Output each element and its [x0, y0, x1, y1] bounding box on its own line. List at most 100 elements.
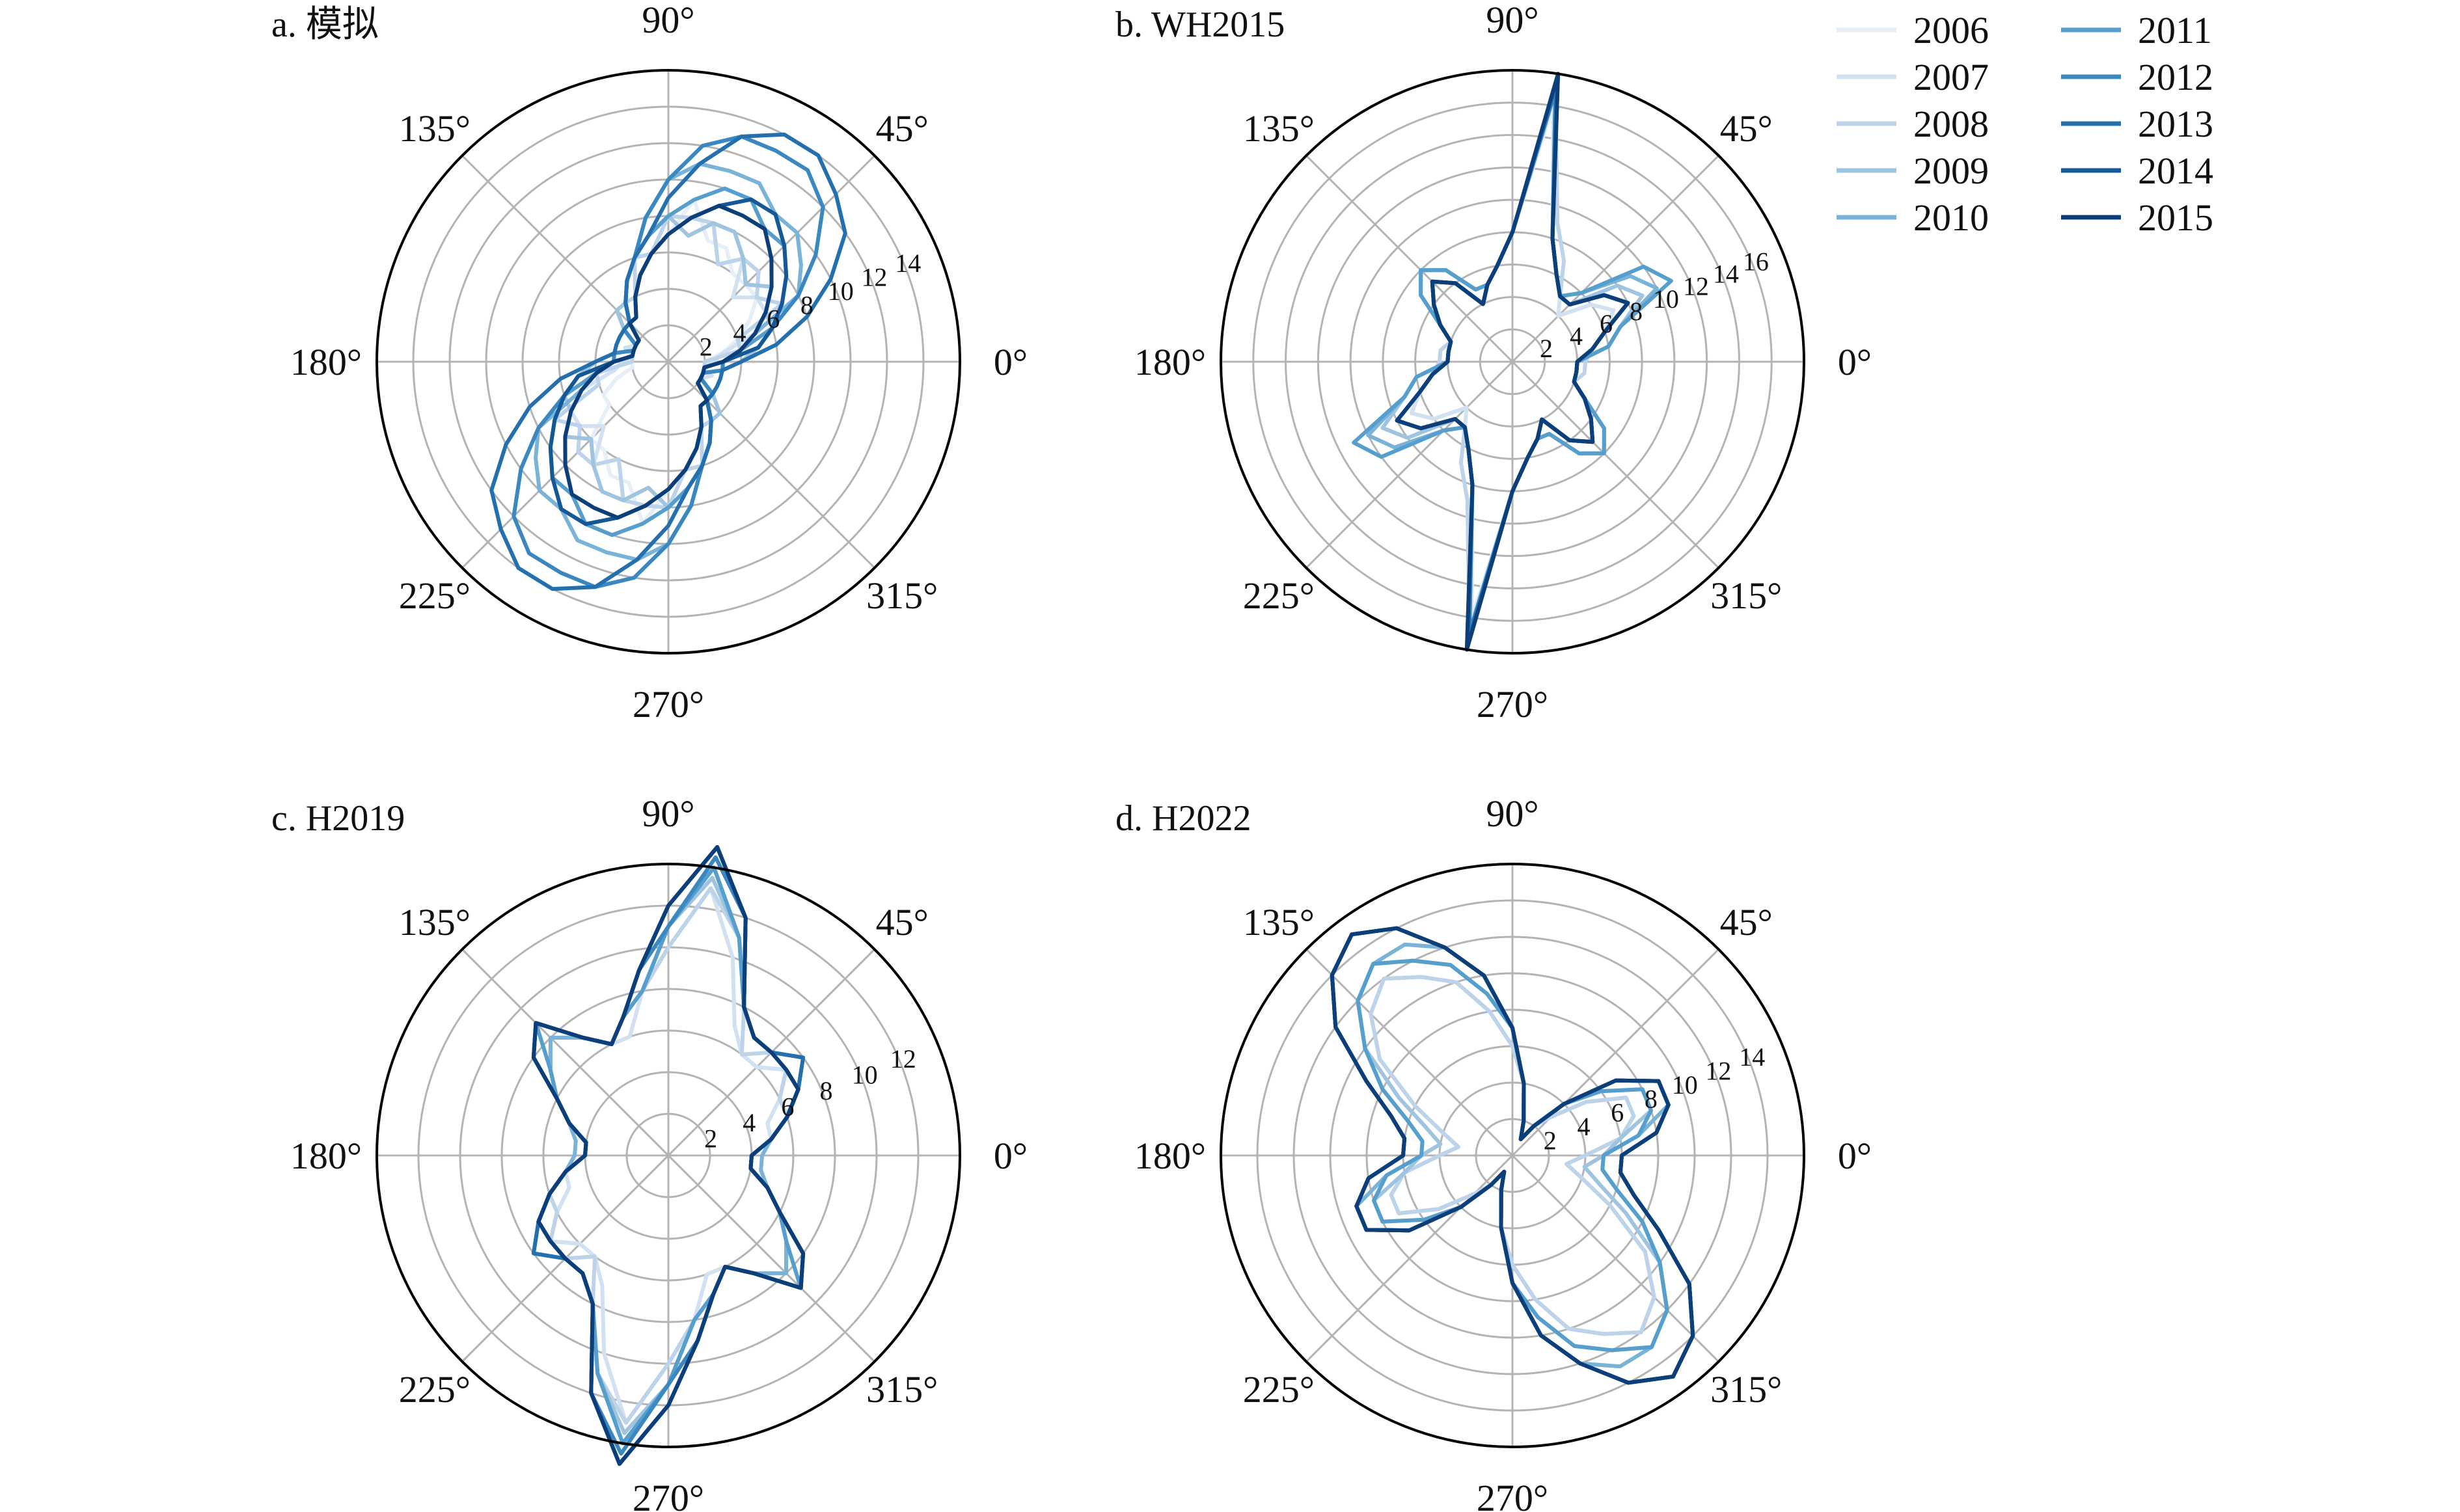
angle-tick-label: 270°: [1477, 683, 1548, 725]
legend-label: 2015: [2138, 196, 2213, 239]
angle-tick-label: 90°: [1486, 0, 1538, 41]
angle-tick-label: 225°: [1243, 1368, 1315, 1411]
angle-tick-label: 135°: [399, 107, 471, 150]
radial-tick-label: 12: [1683, 272, 1709, 301]
panel-a: 0° 45° 90° 135° 180° 225° 270° 315° 2 4 6 8 10 12 14 a.…: [271, 0, 1028, 725]
angular-gridline: [1511, 1154, 1719, 1362]
radial-tick-label: 4: [733, 318, 746, 347]
angular-gridline: [1511, 155, 1719, 363]
panel-d: 0° 45° 90° 135° 180° 225° 270° 315° 2 4 6 8 10 12 14 d.…: [1115, 792, 1872, 1512]
angle-tick-label: 45°: [876, 107, 929, 150]
panel-title: c. H2019: [271, 798, 405, 839]
legend-label: 2008: [1913, 103, 1989, 145]
radial-tick-label: 10: [852, 1060, 878, 1090]
series-2015: [1330, 926, 1695, 1385]
radial-tick-label: 2: [700, 332, 713, 362]
panel-title: b. WH2015: [1115, 5, 1285, 45]
legend-item: 2014: [2061, 150, 2213, 192]
angle-tick-label: 315°: [1710, 574, 1782, 617]
angle-tick-label: 180°: [290, 1135, 362, 1177]
angle-tick-label: 270°: [1477, 1477, 1548, 1512]
radial-tick-label: 6: [767, 304, 780, 334]
legend-label: 2013: [2138, 103, 2213, 145]
angular-gridline: [1305, 949, 1514, 1157]
radial-tick-label: 12: [1705, 1056, 1731, 1085]
angle-tick-label: 135°: [1243, 901, 1315, 943]
angular-gridline: [1305, 1154, 1514, 1362]
angle-tick-label: 90°: [642, 792, 694, 835]
radial-tick-label: 10: [1672, 1070, 1698, 1100]
angle-tick-label: 180°: [1134, 341, 1206, 383]
angle-tick-label: 0°: [994, 341, 1028, 383]
radial-tick-label: 12: [861, 262, 887, 291]
angle-tick-label: 315°: [866, 574, 938, 617]
radial-tick-label: 14: [895, 249, 921, 278]
radial-tick-label: 4: [743, 1108, 756, 1137]
legend-label: 2014: [2138, 150, 2213, 192]
series-2013: [489, 132, 847, 591]
radial-tick-label: 6: [1611, 1098, 1624, 1127]
angle-tick-label: 45°: [1720, 901, 1773, 943]
legend-label: 2006: [1913, 9, 1989, 51]
angle-tick-label: 90°: [1486, 792, 1538, 835]
panel-title: a. 模拟: [271, 5, 379, 45]
radial-tick-label: 10: [828, 277, 854, 306]
angle-tick-label: 135°: [399, 901, 471, 943]
legend-label: 2007: [1913, 56, 1989, 98]
radial-tick-label: 8: [1645, 1084, 1658, 1113]
legend-item: 2009: [1837, 150, 1989, 192]
angle-tick-label: 270°: [633, 1477, 704, 1512]
angular-gridline: [1305, 155, 1514, 363]
polar-frame: [1220, 69, 1805, 655]
angle-tick-label: 45°: [876, 901, 929, 943]
panel-title: d. H2022: [1115, 798, 1251, 839]
legend-item: 2010: [1837, 196, 1989, 239]
radial-tick-label: 2: [1540, 334, 1553, 363]
angle-tick-label: 315°: [866, 1368, 938, 1411]
legend-label: 2009: [1913, 150, 1989, 192]
angle-tick-label: 225°: [399, 1368, 471, 1411]
legend-item: 2015: [2061, 196, 2213, 239]
legend-label: 2011: [2138, 9, 2212, 51]
radial-tick-label: 12: [890, 1044, 916, 1073]
angle-tick-label: 180°: [290, 341, 362, 383]
polar-frame: [376, 863, 961, 1448]
angle-tick-label: 270°: [633, 683, 704, 725]
angle-tick-label: 180°: [1134, 1135, 1206, 1177]
radial-tick-label: 8: [820, 1076, 833, 1105]
angle-tick-label: 315°: [1710, 1368, 1782, 1411]
legend-item: 2013: [2061, 103, 2213, 145]
radial-tick-label: 2: [704, 1124, 717, 1154]
polar-panels: 0°45°90°135°180°225°270°315°2 4 6 8 10 12 14a.…: [271, 0, 1872, 1512]
panel-b: 0° 45° 90° 135° 180° 225° 270° 315° 2 4 6 8 10 12 14 16…: [1115, 0, 1872, 725]
legend-item: 2006: [1837, 9, 1989, 51]
radial-tick-label: 14: [1739, 1042, 1765, 1072]
radial-tick-label: 2: [1544, 1126, 1557, 1155]
angle-tick-label: 225°: [1243, 574, 1315, 617]
legend-item: 2008: [1837, 103, 1989, 145]
legend-label: 2010: [1913, 196, 1989, 239]
series-2015: [1395, 72, 1630, 652]
radial-tick-label: 8: [1630, 297, 1643, 326]
legend-item: 2011: [2061, 9, 2212, 51]
radial-tick-label: 16: [1743, 247, 1769, 277]
angular-gridline: [1511, 360, 1719, 569]
legend-item: 2007: [1837, 56, 1989, 98]
angle-tick-label: 0°: [994, 1135, 1028, 1177]
angle-tick-label: 135°: [1243, 107, 1315, 150]
radial-tick-label: 8: [800, 290, 813, 319]
legend-label: 2012: [2138, 56, 2213, 98]
angular-gridline: [667, 1154, 875, 1362]
angle-tick-label: 90°: [642, 0, 694, 41]
series-2008: [553, 214, 784, 509]
radial-tick-label: 14: [1713, 260, 1739, 289]
radial-tick-label: 4: [1578, 1112, 1591, 1141]
angular-gridline: [461, 949, 670, 1157]
angular-gridline: [1305, 360, 1514, 569]
polar-frame: [1220, 863, 1805, 1448]
legend-item: 2012: [2061, 56, 2213, 98]
angle-tick-label: 45°: [1720, 107, 1773, 150]
